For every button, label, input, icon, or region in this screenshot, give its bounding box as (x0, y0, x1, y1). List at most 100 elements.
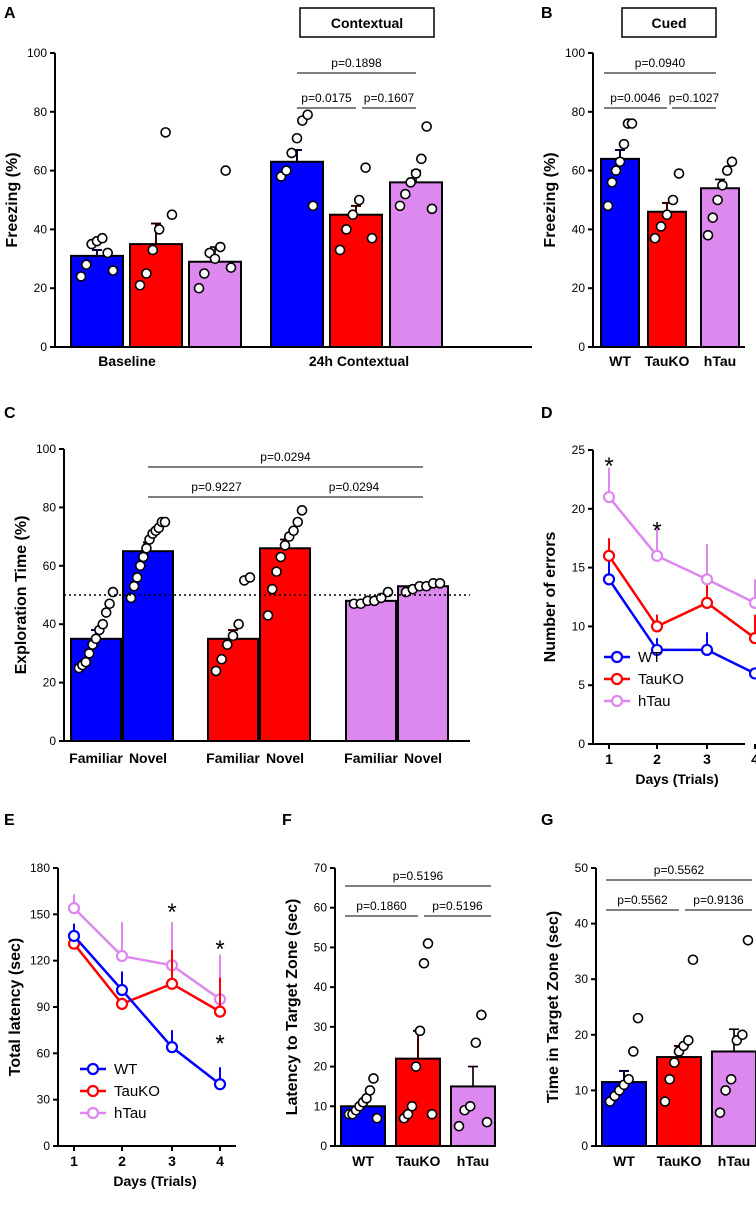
p-value-label: p=0.1898 (331, 56, 382, 70)
y-tick-label-B: 20 (572, 281, 586, 295)
panel-label-a: A (4, 5, 16, 22)
data-point (80, 656, 92, 668)
bar (70, 637, 122, 742)
data-point (244, 572, 256, 583)
y-tick-label-C: 60 (43, 559, 57, 573)
legend-label-WT: WT (114, 1061, 137, 1078)
data-point-TauKO (748, 632, 756, 645)
x-tick-label-G: TauKO (657, 1153, 702, 1169)
data-point (375, 592, 387, 604)
p-value-label: p=0.1607 (364, 91, 415, 105)
data-point (83, 648, 95, 659)
y-axis-title-D: Number of errors (542, 532, 559, 663)
data-point (667, 194, 679, 206)
data-point (394, 200, 406, 212)
data-point-hTau (67, 902, 81, 915)
series-line-hTau (73, 907, 221, 1001)
x-tick-label-E: 2 (118, 1153, 126, 1169)
data-point (476, 1009, 487, 1021)
y-axis-title-C: Exploration Time (%) (13, 516, 30, 675)
y-tick-label-E: 60 (37, 1046, 51, 1060)
x-tick-label-C: Familiar (344, 750, 398, 766)
data-point (626, 118, 638, 129)
data-point (227, 630, 239, 642)
data-point (262, 610, 274, 621)
y-tick-label-C: 0 (49, 734, 56, 748)
data-point (371, 1112, 383, 1124)
y-tick-label-F: 40 (314, 980, 328, 994)
data-point (712, 194, 723, 206)
y-tick-label-A: 80 (34, 105, 48, 119)
data-point-TauKO (700, 596, 714, 609)
y-tick-label-G: 0 (581, 1139, 588, 1153)
x-tick-label-D: 3 (703, 751, 711, 767)
x-tick-label-F: hTau (457, 1153, 489, 1169)
data-point (364, 1085, 376, 1096)
data-point (602, 200, 614, 212)
y-tick-label-D: 15 (572, 561, 586, 575)
y-tick-label-C: 40 (43, 617, 57, 631)
data-point (683, 1035, 694, 1046)
data-point (726, 156, 738, 168)
data-point (125, 592, 137, 604)
data-point (347, 209, 359, 220)
bar (207, 637, 259, 742)
data-point (410, 168, 422, 179)
data-point (702, 229, 714, 241)
data-point (107, 265, 119, 276)
data-point (742, 934, 754, 946)
bar (450, 1085, 496, 1148)
bar (122, 550, 174, 743)
data-point (147, 244, 159, 256)
panel-label-f: F (282, 812, 292, 829)
p-value-label: p=0.5196 (393, 869, 444, 883)
panel-label-b: B (541, 5, 553, 22)
data-point (266, 583, 278, 595)
data-point-TauKO (650, 620, 664, 633)
data-point (418, 958, 430, 969)
data-point-WT (700, 643, 714, 657)
y-tick-label-F: 0 (320, 1139, 327, 1153)
y-tick-label-A: 40 (34, 222, 48, 236)
data-point (426, 1108, 438, 1120)
group-label-baseline: Baseline (98, 353, 156, 369)
y-tick-label-F: 10 (314, 1099, 328, 1113)
data-point (400, 188, 411, 200)
data-point (134, 279, 146, 291)
data-point (104, 598, 115, 610)
x-tick-label-D: 4 (751, 751, 756, 767)
data-point (453, 1120, 465, 1132)
bar (397, 585, 449, 742)
legend-marker-hTau (610, 694, 624, 708)
data-point (216, 653, 227, 665)
panel-label-c: C (4, 405, 16, 422)
data-point (664, 1073, 675, 1085)
x-tick-label-C: Novel (129, 750, 167, 766)
data-point (610, 165, 622, 176)
data-point (225, 262, 237, 273)
x-tick-label-B: hTau (704, 353, 736, 369)
bar (259, 547, 311, 743)
y-axis-title-G: Time in Target Zone (sec) (545, 911, 562, 1103)
x-tick-label-D: 2 (653, 751, 661, 767)
x-tick-label-C: Novel (266, 750, 304, 766)
data-point (673, 168, 685, 179)
legend-marker-WT (86, 1062, 100, 1076)
data-point (721, 165, 733, 176)
x-tick-label-F: WT (352, 1153, 374, 1169)
y-tick-label-G: 10 (575, 1083, 589, 1097)
p-value-label: p=0.0046 (610, 91, 661, 105)
bar (345, 599, 397, 743)
data-point (193, 282, 205, 294)
p-value-label: p=0.5562 (617, 893, 668, 907)
x-axis-title-D: Days (Trials) (635, 771, 718, 787)
data-point-WT (115, 983, 129, 997)
legend-label-WT: WT (638, 649, 661, 666)
data-point (233, 618, 244, 630)
bar (700, 187, 740, 348)
data-point (353, 194, 365, 206)
data-point-WT (602, 573, 616, 586)
panel-label-d: D (541, 405, 553, 422)
panel-label-e: E (4, 812, 15, 829)
data-point (90, 633, 102, 645)
